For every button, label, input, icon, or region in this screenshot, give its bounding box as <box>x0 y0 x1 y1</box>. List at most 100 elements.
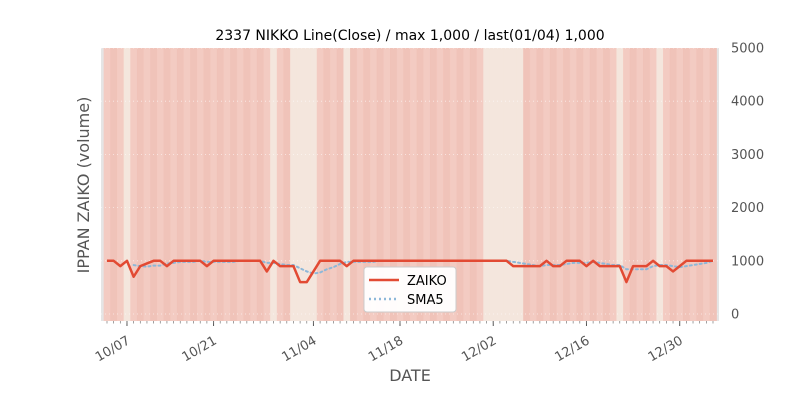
band <box>623 48 631 321</box>
band <box>176 48 185 321</box>
band <box>643 48 651 321</box>
band <box>669 48 677 321</box>
band <box>316 48 324 321</box>
legend-label-sma5: SMA5 <box>407 293 444 308</box>
band <box>469 48 478 321</box>
band <box>123 48 131 321</box>
band <box>103 48 111 321</box>
band <box>350 48 358 321</box>
band <box>196 48 205 321</box>
band <box>410 48 418 321</box>
y-tick-label: 2000 <box>731 201 764 216</box>
background-bands <box>101 48 719 321</box>
y-tick-label: 0 <box>731 308 739 323</box>
series-line-zaiko <box>107 259 713 284</box>
band <box>629 48 637 321</box>
band <box>403 48 411 321</box>
band <box>163 48 171 321</box>
band <box>689 48 697 321</box>
band <box>523 48 531 321</box>
band <box>636 48 644 321</box>
band <box>356 48 364 321</box>
band <box>150 48 158 321</box>
band <box>383 48 391 321</box>
band <box>449 48 458 321</box>
band <box>263 48 271 321</box>
band <box>583 48 591 321</box>
band <box>429 48 438 321</box>
series-layer <box>107 259 714 284</box>
band <box>536 48 544 321</box>
band <box>256 48 264 321</box>
band <box>190 48 198 321</box>
legend-box <box>363 266 457 313</box>
band <box>270 48 278 321</box>
band <box>390 48 398 321</box>
band <box>416 48 424 321</box>
band <box>603 48 611 321</box>
band <box>703 48 711 321</box>
band <box>596 48 604 321</box>
chart-title: 2337 NIKKO Line(Close) / max 1,000 / las… <box>215 28 604 44</box>
band <box>576 48 584 321</box>
band <box>223 48 231 321</box>
band <box>136 48 145 321</box>
band <box>116 48 125 321</box>
band <box>649 48 657 321</box>
band <box>336 48 344 321</box>
x-axis-label: DATE <box>389 366 431 385</box>
band <box>709 48 717 321</box>
band <box>443 48 451 321</box>
band <box>363 48 371 321</box>
band <box>296 48 304 321</box>
band <box>250 48 258 321</box>
y-axis-label: IPPAN ZAIKO (volume) <box>74 97 93 274</box>
band <box>236 48 245 321</box>
y-tick-label: 5000 <box>731 42 764 57</box>
band <box>609 48 617 321</box>
band <box>283 48 291 321</box>
band <box>143 48 151 321</box>
band <box>210 48 218 321</box>
band <box>370 48 378 321</box>
band <box>110 48 118 321</box>
band <box>130 48 138 321</box>
band <box>556 48 564 321</box>
band <box>276 48 284 321</box>
y-tick-label: 1000 <box>731 254 764 269</box>
y-axis-ticks: 0 1000 2000 3000 4000 5000 <box>731 42 764 323</box>
band <box>343 48 351 321</box>
band <box>549 48 558 321</box>
band <box>230 48 238 321</box>
band <box>243 48 251 321</box>
band <box>436 48 444 321</box>
band <box>476 48 484 321</box>
legend: ZAIKO SMA5 <box>363 266 457 313</box>
band <box>616 48 624 321</box>
band <box>330 48 338 321</box>
band <box>529 48 538 321</box>
band <box>696 48 704 321</box>
y-tick-label: 3000 <box>731 148 764 163</box>
band <box>656 48 664 321</box>
band <box>396 48 404 321</box>
band <box>489 48 498 321</box>
band <box>183 48 191 321</box>
band <box>543 48 551 321</box>
band <box>569 48 577 321</box>
band <box>323 48 331 321</box>
y-tick-label: 4000 <box>731 95 764 110</box>
band <box>589 48 597 321</box>
band <box>683 48 691 321</box>
band <box>456 48 464 321</box>
band <box>509 48 518 321</box>
band <box>156 48 165 321</box>
band <box>676 48 684 321</box>
band <box>203 48 211 321</box>
band <box>503 48 511 321</box>
band <box>663 48 671 321</box>
band <box>290 48 298 321</box>
band <box>563 48 571 321</box>
band <box>423 48 431 321</box>
